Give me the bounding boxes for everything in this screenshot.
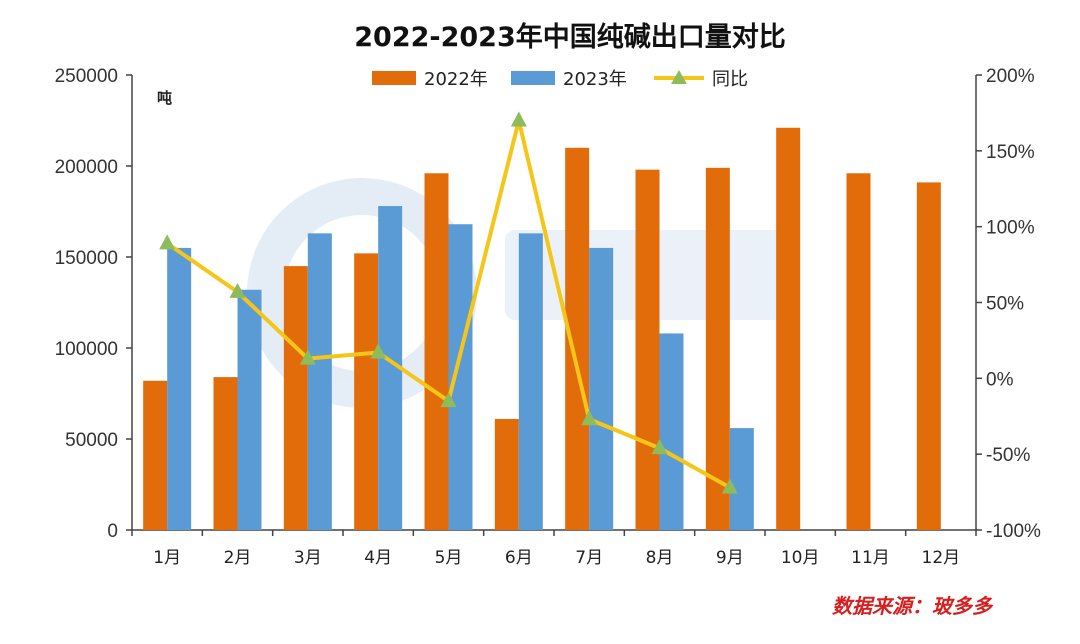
right-axis-ticks: -100% -50% 0% 50% 100% 150% 200%: [976, 66, 1041, 542]
x-tick-label: 7月: [575, 548, 603, 568]
x-tick-label: 9月: [716, 548, 744, 568]
bar-2023年-5月: [448, 224, 473, 531]
left-tick-label: 100000: [55, 339, 118, 360]
legend-label-2023: 2023年: [563, 69, 627, 90]
x-tick-label: 8月: [646, 548, 674, 568]
bar-2022年-4月: [354, 253, 379, 531]
bar-2022年-6月: [494, 418, 519, 530]
x-tick-label: 1月: [153, 548, 181, 568]
left-tick-label: 50000: [65, 430, 118, 451]
right-tick-label: 0%: [986, 369, 1014, 390]
bar-2023年-8月: [659, 333, 684, 530]
bar-2022年-1月: [143, 380, 168, 530]
x-axis-ticks: 1月 2月 3月 4月 5月 6月 7月 8月 9月 10月 11月 12月: [131, 530, 977, 568]
right-tick-label: 200%: [986, 66, 1035, 87]
legend-label-2022: 2022年: [424, 69, 488, 90]
bar-2022年-2月: [213, 377, 238, 530]
bar-2022年-12月: [916, 182, 941, 530]
bar-2023年-1月: [167, 247, 192, 530]
x-tick-label: 3月: [294, 548, 322, 568]
x-tick-label: 10月: [781, 548, 820, 568]
bar-2022年-3月: [283, 266, 308, 530]
x-tick-label: 5月: [435, 548, 463, 568]
x-tick-label: 6月: [505, 548, 533, 568]
yoy-point-7月: [581, 410, 598, 426]
bar-2023年-7月: [589, 247, 614, 530]
yoy-line-series: [159, 111, 738, 494]
bar-2022年-11月: [846, 173, 871, 530]
x-tick-label: 2月: [224, 548, 252, 568]
left-tick-label: 0: [107, 521, 118, 542]
bar-2022年-8月: [635, 169, 660, 530]
yoy-point-5月: [440, 392, 457, 408]
bar-2022年-10月: [776, 127, 801, 530]
legend: 2022年 2023年 同比: [372, 69, 748, 90]
yoy-point-1月: [159, 234, 176, 250]
yoy-point-9月: [721, 478, 738, 494]
bar-2022年-9月: [705, 167, 730, 530]
yoy-point-2月: [229, 282, 246, 298]
left-axis-ticks: 0 50000 100000 150000 200000 250000: [55, 66, 132, 542]
left-tick-label: 150000: [55, 248, 118, 269]
yoy-point-8月: [651, 439, 668, 455]
right-tick-label: -100%: [986, 521, 1041, 542]
legend-label-yoy: 同比: [712, 69, 748, 90]
left-tick-label: 250000: [55, 66, 118, 87]
right-tick-label: -50%: [986, 445, 1030, 466]
bar-2023年-6月: [518, 233, 543, 530]
bar-2022年-5月: [424, 173, 449, 530]
yoy-point-6月: [510, 111, 527, 127]
source-label: 数据来源：玻多多: [832, 594, 994, 618]
x-tick-label: 4月: [364, 548, 392, 568]
bar-series: [143, 127, 941, 531]
bar-2023年-2月: [237, 289, 262, 530]
legend-marker: [671, 70, 687, 84]
bar-2023年-9月: [729, 428, 754, 530]
legend-swatch-2022: [372, 71, 416, 85]
yoy-point-4月: [370, 343, 387, 359]
x-tick-label: 11月: [851, 548, 890, 568]
chart-title: 2022-2023年中国纯碱出口量对比: [354, 21, 786, 53]
right-tick-label: 50%: [986, 294, 1024, 315]
left-tick-label: 200000: [55, 157, 118, 178]
right-tick-label: 150%: [986, 142, 1035, 163]
x-tick-label: 12月: [922, 548, 961, 568]
yoy-point-3月: [299, 349, 316, 365]
unit-label: 吨: [157, 89, 172, 107]
bar-2023年-3月: [307, 233, 332, 530]
legend-swatch-2023: [511, 71, 555, 85]
right-tick-label: 100%: [986, 218, 1035, 239]
